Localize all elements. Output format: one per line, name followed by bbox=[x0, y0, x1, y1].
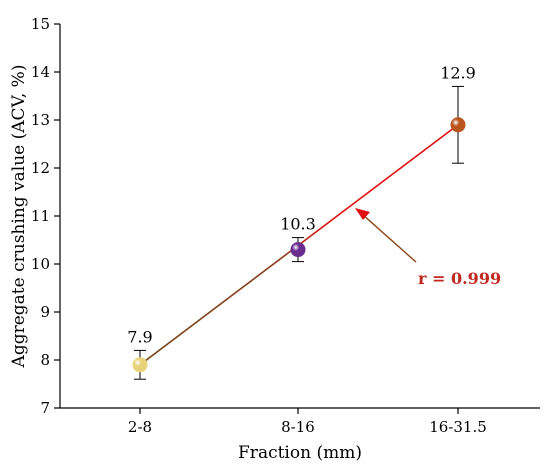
y-tick-label: 7 bbox=[40, 399, 50, 417]
x-tick-label: 8-16 bbox=[281, 418, 315, 436]
y-tick-label: 15 bbox=[31, 15, 50, 33]
y-tick-label: 8 bbox=[40, 351, 50, 369]
y-tick-label: 14 bbox=[31, 63, 50, 81]
annotation-arrow-head bbox=[355, 208, 370, 220]
data-label: 10.3 bbox=[280, 215, 316, 234]
x-tick-label: 16-31.5 bbox=[429, 418, 487, 436]
x-tick-label: 2-8 bbox=[128, 418, 152, 436]
data-label: 12.9 bbox=[440, 63, 476, 82]
x-axis-title: Fraction (mm) bbox=[238, 443, 362, 463]
data-points bbox=[132, 117, 466, 373]
y-axis-title: Aggregate crushing value (ACV, %) bbox=[9, 65, 29, 369]
y-tick-label: 13 bbox=[31, 111, 50, 129]
y-tick-label: 10 bbox=[31, 255, 50, 273]
data-point bbox=[132, 357, 148, 373]
y-ticks: 7 8 9 10 11 12 13 14 15 bbox=[31, 15, 60, 417]
x-ticks: 2-8 8-16 16-31.5 bbox=[128, 408, 487, 436]
y-tick-label: 9 bbox=[40, 303, 50, 321]
y-tick-label: 11 bbox=[31, 207, 50, 225]
data-label: 7.9 bbox=[127, 327, 152, 346]
y-tick-label: 12 bbox=[31, 159, 50, 177]
annotation-label: r = 0.999 bbox=[418, 269, 501, 288]
annotation-arrow bbox=[361, 213, 417, 263]
data-point bbox=[290, 242, 306, 258]
data-labels: 7.9 10.3 12.9 bbox=[127, 63, 476, 346]
data-point bbox=[450, 117, 466, 133]
annotation: r = 0.999 bbox=[355, 208, 501, 288]
